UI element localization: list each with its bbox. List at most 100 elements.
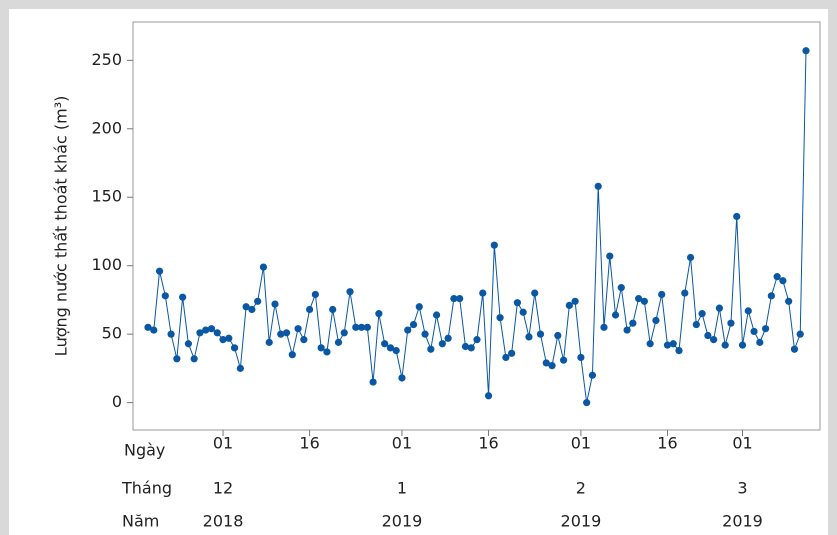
x-tick-label: 16 [299,434,319,453]
point [681,289,689,297]
point [150,326,158,334]
point [265,338,273,346]
point [721,341,729,349]
point [767,292,775,300]
y-tick-label: 250 [91,50,122,69]
point [219,336,227,344]
point [733,212,741,221]
point [242,303,250,311]
x-tick-label: 01 [732,434,752,453]
y-tick-label: 200 [91,118,122,137]
x-tick-year: 2019 [382,512,423,531]
point [375,310,383,318]
point [213,329,221,337]
point [652,316,660,325]
x-row-label: Tháng [121,479,172,498]
x-row-label: Ngày [124,441,165,460]
point [744,307,752,315]
point [588,371,597,379]
point [259,263,268,271]
point [536,330,545,338]
point [161,292,169,300]
x-tick-year: 2019 [722,512,763,531]
point [594,182,602,190]
point [230,344,239,352]
x-tick-month: 3 [737,479,747,498]
point [467,344,475,352]
point [756,338,764,346]
y-tick-label: 0 [112,392,122,411]
x-tick-year: 2019 [561,512,602,531]
point [427,345,435,353]
point [346,288,354,296]
point [686,253,695,262]
point [300,336,308,344]
y-tick-label: 50 [102,324,122,343]
y-axis-label: Lượng nước thất thoát khác (m³) [52,96,71,357]
point [727,319,735,327]
point [617,284,625,292]
x-tick-label: 01 [213,434,233,453]
point [663,341,672,349]
x-tick-label: 01 [571,434,591,453]
point [415,303,423,311]
point [750,327,758,336]
point [398,374,406,382]
x-tick-label: 16 [657,434,677,453]
point [790,345,799,353]
point [432,311,441,319]
point [640,297,648,305]
x-tick-label: 16 [478,434,498,453]
point [173,355,181,363]
point [675,346,683,355]
point [225,334,233,342]
point [456,294,464,303]
point [779,277,787,285]
point [692,320,700,329]
point [508,349,516,357]
x-tick-month: 2 [576,479,586,498]
point [600,323,608,331]
point [519,308,527,316]
point [357,323,366,331]
point [629,319,637,327]
point [450,294,458,303]
point [392,346,400,355]
point [294,325,302,333]
point [184,340,193,348]
point [282,329,291,337]
x-tick-year: 2018 [203,512,244,531]
point [496,314,504,322]
point [473,336,481,344]
point [525,333,533,341]
point [207,325,216,333]
x-tick-label: 01 [392,434,412,453]
point [635,294,643,303]
point [785,297,793,305]
point [179,293,187,301]
point [583,399,591,407]
point [155,267,164,275]
point [559,356,568,364]
point [704,331,712,340]
point [490,241,498,249]
point [646,340,654,348]
point [196,329,204,337]
point [254,297,262,305]
point [479,289,487,297]
point [548,362,556,370]
x-tick-month: 12 [213,479,233,498]
point [386,344,395,352]
point [669,340,677,348]
point [802,47,810,55]
point [531,289,539,297]
y-tick-label: 150 [91,187,122,206]
x-row-label: Năm [122,512,159,531]
point [571,297,579,305]
point [317,344,325,352]
point [513,299,522,307]
point [334,338,343,346]
point [606,252,614,260]
